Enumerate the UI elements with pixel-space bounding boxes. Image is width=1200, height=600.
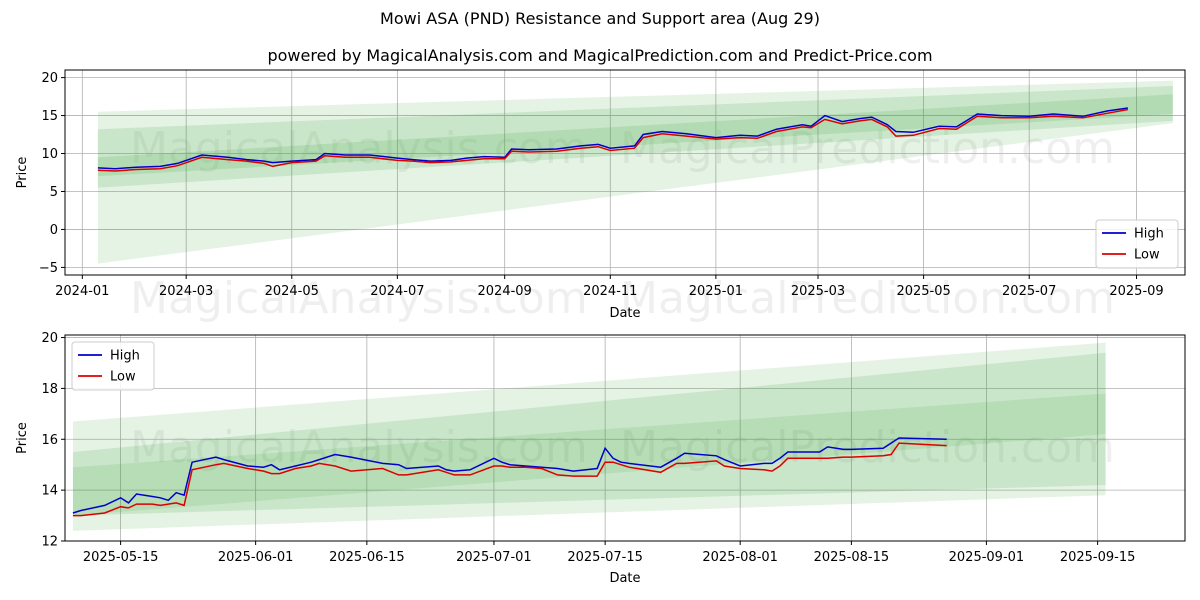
y-tick-label: 5 (50, 185, 58, 200)
x-tick-label: 2025-08-15 (814, 550, 890, 565)
legend: High Low (71, 341, 155, 391)
legend-box (71, 341, 155, 391)
watermark-text: MagicalPrediction.com (620, 422, 1115, 473)
chart-title: Mowi ASA (PND) Resistance and Support ar… (380, 9, 820, 28)
x-tick-label: 2024-05 (265, 284, 319, 299)
y-tick-label: 16 (41, 433, 58, 448)
axes-frame (64, 334, 1186, 542)
series-line-low (72, 442, 947, 517)
x-tick-label: 2025-06-01 (218, 550, 294, 565)
support-resistance-band (72, 393, 1106, 516)
legend-label-high: High (110, 349, 140, 364)
y-tick-label: 14 (41, 484, 58, 499)
support-resistance-band (97, 94, 1173, 177)
y-tick-label: 0 (50, 223, 58, 238)
y-tick-label: 15 (41, 109, 58, 124)
legend-box (1095, 219, 1179, 269)
x-tick-label: 2025-07-01 (456, 550, 532, 565)
x-tick-label: 2024-11 (583, 284, 637, 299)
x-tick-label: 2025-06-15 (329, 550, 405, 565)
x-tick-label: 2024-01 (55, 284, 109, 299)
y-axis-label: Price (15, 422, 30, 454)
watermark-text: MagicalPrediction.com (620, 273, 1115, 324)
series-line-low (97, 108, 1129, 172)
series-line-high (72, 437, 947, 514)
x-tick-label: 2025-01 (689, 284, 743, 299)
x-tick-label: 2025-09-01 (949, 550, 1025, 565)
x-tick-label: 2025-09 (1109, 284, 1163, 299)
y-tick-label: 20 (41, 331, 58, 346)
support-resistance-band (72, 352, 1106, 516)
x-tick-label: 2025-07-15 (567, 550, 643, 565)
x-axis-label: Date (609, 571, 640, 586)
x-tick-label: 2025-09-15 (1060, 550, 1136, 565)
plot-area (72, 342, 1106, 531)
support-resistance-band (97, 80, 1173, 264)
x-tick-label: 2025-05-15 (83, 550, 159, 565)
axes-frame (64, 69, 1186, 276)
y-tick-label: 10 (41, 147, 58, 162)
plot-area (97, 80, 1173, 264)
legend: High Low (1095, 219, 1179, 269)
x-tick-label: 2024-09 (478, 284, 532, 299)
y-tick-label: 20 (41, 71, 58, 86)
chart-subtitle: powered by MagicalAnalysis.com and Magic… (267, 46, 933, 65)
y-axis-label: Price (15, 157, 30, 189)
legend-label-low: Low (110, 370, 136, 385)
watermark-text: MagicalPrediction.com (620, 123, 1115, 174)
x-tick-label: 2024-07 (370, 284, 424, 299)
y-tick-label: 18 (41, 382, 58, 397)
chart-panel-1: 2024-01 2024-03 2024-05 2024-07 2024-09 2024-… (15, 69, 1186, 321)
support-resistance-band (72, 342, 1106, 531)
x-tick-label: 2025-08-01 (702, 550, 778, 565)
chart-panel-2: 2025-05-15 2025-06-01 2025-06-15 2025-07-01… (15, 331, 1186, 586)
support-resistance-band (97, 85, 1173, 188)
watermark-text: MagicalAnalysis.com (130, 273, 588, 324)
x-tick-label: 2025-03 (791, 284, 845, 299)
x-tick-label: 2025-07 (1002, 284, 1056, 299)
x-tick-label: 2025-05 (896, 284, 950, 299)
legend-label-low: Low (1134, 248, 1160, 263)
y-tick-label: −5 (39, 261, 58, 276)
y-tick-label: 12 (41, 535, 58, 550)
series-line-high (97, 107, 1129, 170)
x-tick-label: 2024-03 (159, 284, 213, 299)
legend-label-high: High (1134, 227, 1164, 242)
x-axis-label: Date (609, 306, 640, 321)
